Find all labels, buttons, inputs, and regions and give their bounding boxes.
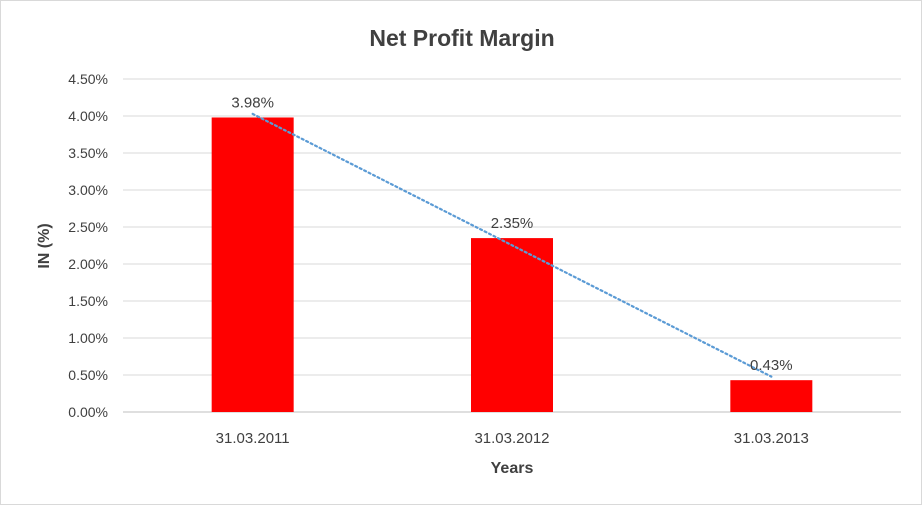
y-tick-label: 1.50% (68, 293, 108, 309)
x-tick-label: 31.03.2013 (734, 430, 809, 447)
data-label: 0.43% (750, 357, 793, 374)
y-tick-label: 3.00% (68, 182, 108, 198)
bar (730, 380, 813, 412)
y-tick-label: 2.50% (68, 219, 108, 235)
y-tick-label: 4.50% (68, 71, 108, 87)
y-tick-label: 4.00% (68, 108, 108, 124)
x-tick-label: 31.03.2012 (474, 430, 549, 447)
y-tick-label: 1.00% (68, 330, 108, 346)
y-tick-label: 2.00% (68, 256, 108, 272)
x-axis-label: Years (491, 460, 534, 477)
y-tick-label: 0.50% (68, 367, 108, 383)
y-axis-label: IN (%) (36, 223, 53, 268)
trendline (251, 112, 773, 378)
y-tick-label: 3.50% (68, 145, 108, 161)
y-tick-label: 0.00% (68, 404, 108, 420)
chart-title: Net Profit Margin (369, 25, 554, 51)
data-label: 2.35% (491, 215, 534, 232)
bar (211, 117, 294, 412)
data-label: 3.98% (231, 94, 274, 111)
bar (471, 238, 553, 412)
x-tick-label: 31.03.2011 (216, 430, 290, 447)
